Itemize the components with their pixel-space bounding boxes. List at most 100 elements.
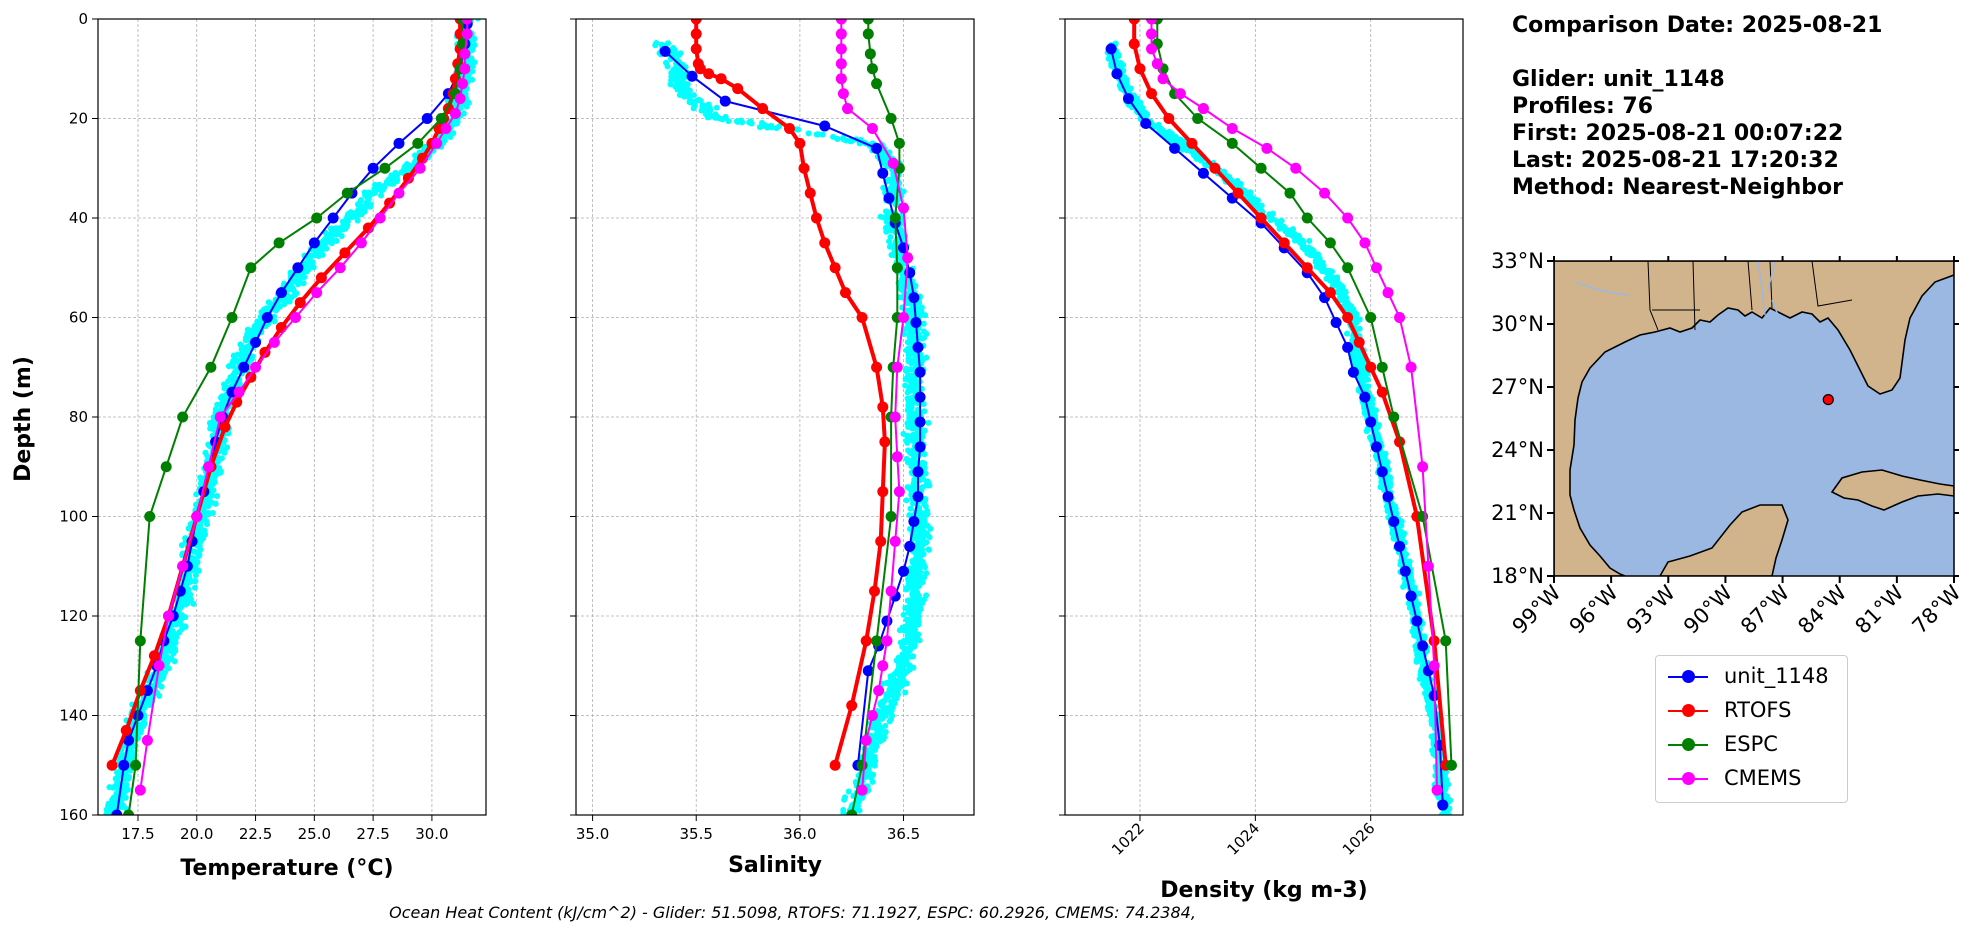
salinity-point-espc [866, 63, 878, 75]
temperature-point-cmems [461, 19, 473, 25]
density-grid [1065, 18, 1463, 816]
salinity-glider-sample [898, 286, 905, 293]
temperature-glider-sample [113, 783, 120, 790]
salinity-glider-sample [868, 775, 875, 782]
temperature-glider-sample [214, 493, 221, 500]
temperature-series [106, 19, 473, 815]
density-glider-sample [1353, 311, 1360, 318]
density-x-tick-label: 1026 [1339, 819, 1379, 859]
temperature-point-unit-1148 [275, 287, 287, 299]
density-point-rtofs [1163, 113, 1175, 124]
salinity-point-rtofs [856, 312, 868, 323]
temperature-glider-sample [227, 375, 234, 382]
salinity-glider-sample [915, 613, 922, 620]
temperature-panel: 17.5 20.0 22.5 25.0 27.5 30.0 020406080100120… [11, 10, 487, 881]
salinity-glider-sample [814, 131, 821, 138]
salinity-point-unit-1148 [912, 466, 924, 478]
density-point-espc [1226, 137, 1238, 149]
temperature-point-rtofs [275, 321, 287, 333]
salinity-point-rtofs [839, 287, 851, 299]
salinity-point-rtofs [690, 19, 702, 25]
salinity-glider-sample [899, 676, 906, 683]
map-lat-label: 27°N [1491, 375, 1544, 399]
density-point-unit-1148 [1376, 466, 1388, 478]
legend-marker [1682, 704, 1695, 717]
density-glider-sample [1413, 647, 1420, 654]
salinity-glider-sample [904, 339, 911, 346]
salinity-glider-sample [901, 330, 908, 337]
salinity-glider-sample [899, 229, 906, 236]
salinity-glider-sample [889, 692, 896, 699]
temperature-glider-sample [109, 796, 116, 803]
density-point-cmems [1417, 461, 1429, 473]
temperature-point-unit-1148 [123, 734, 135, 746]
salinity-glider-sample [912, 534, 919, 541]
salinity-glider-sample [911, 476, 918, 483]
legend-label: RTOFS [1724, 698, 1792, 722]
density-y-ticks [1059, 18, 1065, 816]
density-point-unit-1148 [1394, 540, 1406, 552]
salinity-glider-sample [903, 497, 910, 504]
salinity-glider-sample [875, 732, 882, 739]
temperature-glider-sample [233, 369, 240, 376]
salinity-x-tick-label: 36.0 [783, 825, 816, 843]
density-point-espc [1255, 162, 1267, 174]
salinity-point-cmems [887, 157, 899, 169]
salinity-point-rtofs [804, 187, 816, 199]
temperature-glider-sample [221, 449, 228, 456]
temperature-glider-sample [192, 578, 199, 585]
salinity-glider-sample [756, 124, 763, 131]
salinity-point-espc [891, 262, 903, 274]
temperature-glider-sample [238, 354, 245, 361]
salinity-glider-sample [921, 532, 928, 539]
salinity-glider-sample [690, 105, 697, 112]
first-time: First: 2025-08-21 00:07:22 [1512, 121, 1844, 146]
salinity-point-espc [846, 809, 858, 815]
salinity-point-espc [862, 28, 874, 40]
density-point-unit-1148 [1388, 515, 1400, 527]
salinity-point-cmems [877, 660, 889, 672]
temperature-glider-sample [190, 600, 197, 607]
salinity-glider-sample [681, 80, 688, 87]
salinity-glider-sample [897, 660, 904, 667]
salinity-point-rtofs [732, 83, 744, 95]
density-glider-sample [1143, 110, 1150, 117]
temperature-glider-sample [254, 318, 261, 325]
salinity-glider-sample [910, 664, 917, 671]
density-point-espc [1365, 312, 1377, 323]
salinity-glider-sample [925, 419, 932, 426]
temperature-point-cmems [334, 262, 346, 274]
salinity-x-ticks: 35.0 35.5 36.0 36.5 [576, 815, 920, 843]
temperature-x-tick-label: 17.5 [121, 825, 154, 843]
salinity-glider-sample [911, 597, 918, 604]
salinity-point-cmems [835, 73, 847, 85]
temperature-glider-sample [231, 353, 238, 360]
salinity-glider-sample [793, 126, 800, 133]
salinity-glider-sample [904, 432, 911, 439]
temperature-point-rtofs [120, 724, 132, 736]
salinity-glider-sample [856, 798, 863, 805]
temperature-glider-sample [207, 480, 214, 487]
map-lon-label: 96°W [1565, 580, 1623, 638]
salinity-glider-sample [891, 671, 898, 678]
density-point-unit-1148 [1437, 799, 1449, 811]
temperature-point-cmems [134, 784, 146, 796]
temperature-glider-sample [313, 250, 320, 257]
salinity-point-rtofs [694, 63, 706, 75]
map-lon-label: 78°W [1908, 580, 1966, 638]
salinity-glider-sample [922, 521, 929, 528]
salinity-point-espc [871, 635, 883, 647]
salinity-glider-sample [905, 358, 912, 365]
temperature-point-rtofs [148, 650, 160, 662]
salinity-point-unit-1148 [914, 441, 926, 453]
density-point-espc [1440, 635, 1452, 647]
temperature-glider-sample [377, 184, 384, 191]
temperature-glider-sample [468, 59, 475, 66]
salinity-point-rtofs [877, 486, 889, 498]
temperature-point-cmems [355, 237, 367, 249]
density-glider-sample [1356, 350, 1363, 357]
legend-label: ESPC [1724, 732, 1778, 756]
density-series-espc [1156, 19, 1453, 766]
